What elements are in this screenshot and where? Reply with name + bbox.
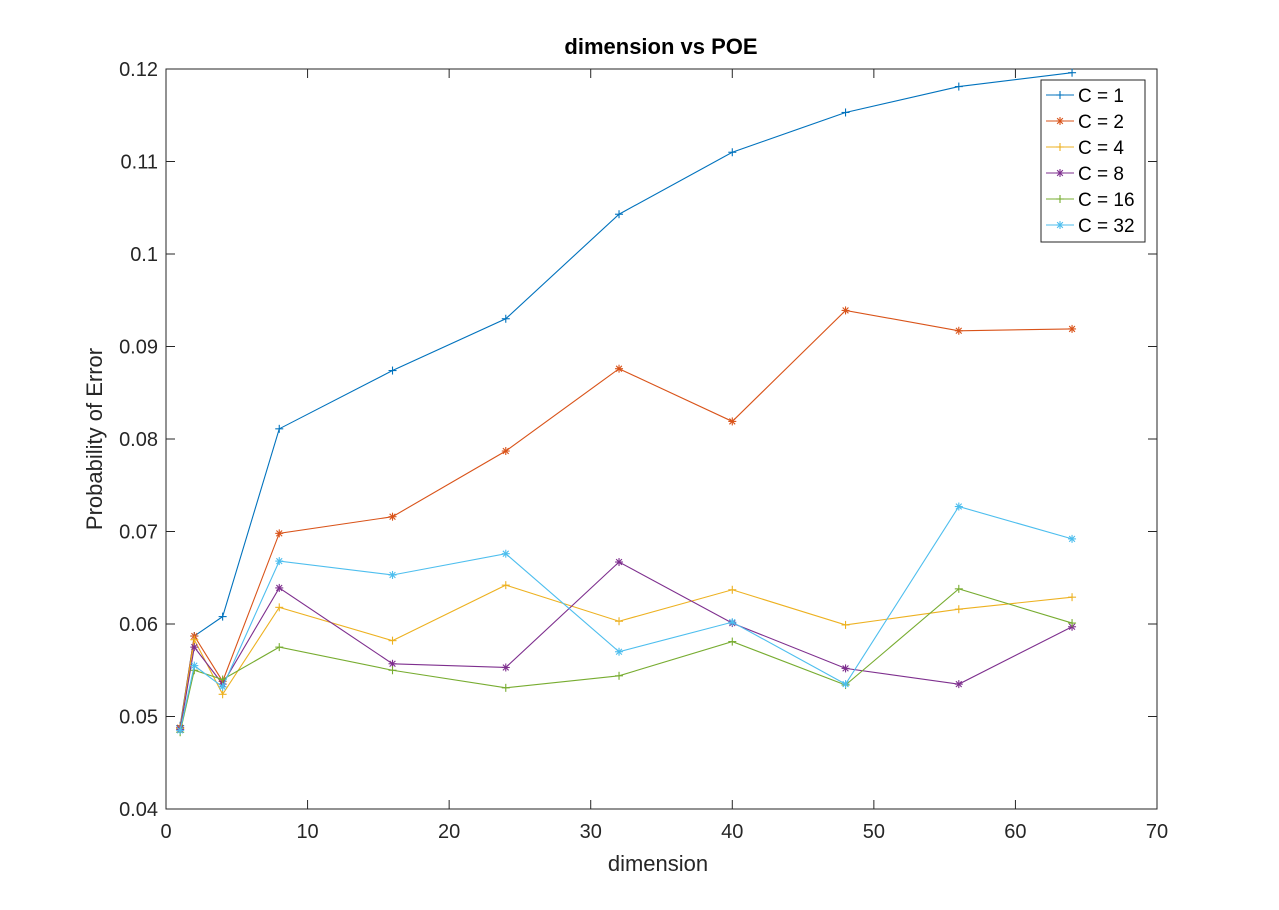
data-point	[275, 643, 284, 652]
y-tick-label: 0.08	[119, 429, 158, 451]
data-point	[728, 417, 737, 426]
data-point	[275, 603, 284, 612]
legend-item: C = 32	[1046, 216, 1135, 237]
series-6	[176, 502, 1077, 735]
data-point	[954, 605, 963, 614]
data-point	[388, 366, 397, 375]
data-point	[501, 549, 510, 558]
data-point	[501, 683, 510, 692]
data-point	[501, 581, 510, 590]
legend-item: C = 16	[1046, 190, 1135, 211]
legend-item: C = 2	[1046, 112, 1124, 133]
legend-marker	[1056, 143, 1064, 151]
data-point	[615, 558, 624, 567]
legend-marker	[1056, 195, 1064, 203]
data-point	[615, 647, 624, 656]
data-point	[615, 617, 624, 626]
data-point	[841, 306, 850, 315]
y-axis-title: Probability of Error	[82, 348, 107, 530]
legend-item: C = 8	[1046, 164, 1124, 185]
x-axis-title: dimension	[608, 851, 708, 876]
plot-area: 0 10 20 30 40 50 60 70 0.04 0.05 0.06 0.07 0.08 0.09 0…	[119, 59, 1168, 843]
data-point	[190, 661, 199, 670]
data-point	[841, 680, 850, 689]
y-tick-label: 0.04	[119, 799, 158, 821]
legend-marker	[1056, 169, 1064, 177]
x-tick-label: 20	[438, 821, 460, 843]
legend-item: C = 1	[1046, 86, 1124, 107]
data-point	[190, 635, 199, 644]
data-point	[615, 364, 624, 373]
y-tick-label: 0.12	[119, 59, 158, 81]
data-point	[275, 529, 284, 538]
data-point	[176, 726, 185, 735]
data-point	[501, 314, 510, 323]
data-point	[841, 108, 850, 117]
axes-box	[165, 68, 1158, 810]
data-point	[615, 671, 624, 680]
data-point	[954, 502, 963, 511]
data-point	[954, 82, 963, 91]
x-tick-label: 30	[580, 821, 602, 843]
data-point	[275, 557, 284, 566]
data-point	[954, 326, 963, 335]
data-point	[388, 666, 397, 675]
data-point	[954, 680, 963, 689]
x-tick-label: 10	[296, 821, 318, 843]
data-point	[501, 663, 510, 672]
y-tick-label: 0.11	[121, 152, 158, 174]
x-tick-label: 70	[1146, 821, 1168, 843]
data-point	[275, 583, 284, 592]
data-point	[728, 637, 737, 646]
legend-label: C = 8	[1078, 164, 1124, 185]
y-tick-label: 0.1	[130, 244, 158, 266]
data-point	[728, 618, 737, 627]
x-tick-label: 40	[721, 821, 743, 843]
legend-label: C = 32	[1078, 216, 1135, 237]
data-point	[218, 612, 227, 621]
y-tick-label: 0.05	[119, 707, 158, 729]
data-point	[388, 570, 397, 579]
data-point	[388, 512, 397, 521]
y-tick-label: 0.07	[119, 522, 158, 544]
data-point	[190, 643, 199, 652]
data-point	[615, 210, 624, 219]
x-tick-label: 60	[1004, 821, 1026, 843]
legend-label: C = 16	[1078, 190, 1135, 211]
legend-marker	[1056, 221, 1064, 229]
data-point	[388, 636, 397, 645]
series-2	[176, 306, 1077, 732]
y-tick-label: 0.06	[119, 614, 158, 636]
data-point	[1068, 619, 1077, 628]
legend-marker	[1056, 117, 1064, 125]
data-point	[218, 675, 227, 684]
data-point	[1068, 324, 1077, 333]
legend-label: C = 2	[1078, 112, 1124, 133]
legend-box	[1040, 79, 1146, 243]
legend-label: C = 1	[1078, 86, 1124, 107]
legend-item: C = 4	[1046, 138, 1124, 159]
data-point	[728, 585, 737, 594]
data-point	[1068, 534, 1077, 543]
x-tick-label: 50	[863, 821, 885, 843]
data-point	[501, 447, 510, 456]
data-point	[218, 690, 227, 699]
x-tick-label: 0	[160, 821, 171, 843]
data-point	[275, 424, 284, 433]
data-point	[1068, 593, 1077, 602]
data-point	[841, 664, 850, 673]
legend-marker	[1056, 91, 1064, 99]
data-point	[218, 682, 227, 691]
y-tick-label: 0.09	[119, 337, 158, 359]
data-point	[1068, 68, 1077, 77]
legend: C = 1 C = 2 C = 4 C = 8 C = 16 C = 32	[1040, 79, 1146, 243]
legend-label: C = 4	[1078, 138, 1124, 159]
chart-title: dimension vs POE	[564, 34, 757, 59]
data-point	[841, 620, 850, 629]
data-point	[954, 584, 963, 593]
data-point	[728, 148, 737, 157]
